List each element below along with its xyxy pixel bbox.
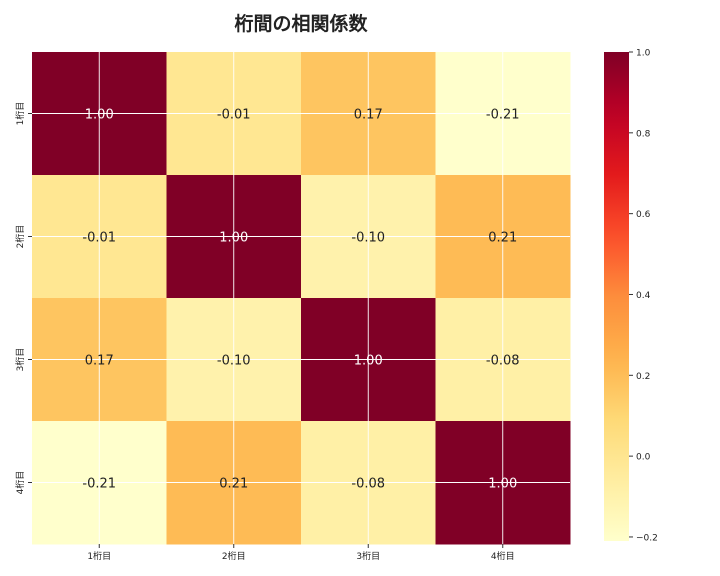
cell-annotation: 0.21: [488, 231, 517, 246]
cell-annotation: 0.17: [85, 354, 114, 369]
cell-annotation: 0.17: [354, 108, 383, 123]
cell-annotation: -0.10: [217, 354, 251, 369]
colorbar-tick-label: 0.4: [636, 291, 651, 301]
cell-annotation: -0.08: [486, 354, 520, 369]
colorbar: [604, 52, 629, 541]
colorbar-tick-label: 0.2: [636, 372, 650, 382]
cell-annotation: -0.08: [351, 477, 385, 492]
colorbar-tick-label: 0.6: [636, 210, 651, 220]
cell-annotation: 1.00: [354, 354, 383, 369]
cell-annotation: -0.21: [486, 108, 520, 123]
x-tick-label: 1桁目: [87, 550, 111, 562]
y-tick-label: 3桁目: [14, 348, 26, 372]
colorbar-tick-label: 1.0: [636, 49, 651, 59]
y-tick-label: 1桁目: [14, 102, 26, 126]
cell-annotation: 0.21: [219, 477, 248, 492]
x-tick-label: 4桁目: [491, 550, 515, 562]
x-tick-label: 2桁目: [222, 550, 246, 562]
x-tick-label: 3桁目: [356, 550, 380, 562]
cell-annotation: 1.00: [488, 477, 517, 492]
cell-annotation: -0.01: [82, 231, 116, 246]
colorbar-tick-label: 0.0: [636, 453, 651, 463]
y-tick-label: 2桁目: [14, 225, 26, 249]
cell-annotation: 1.00: [219, 231, 248, 246]
chart-title: 桁間の相関係数: [234, 12, 368, 35]
colorbar-tick-label: 0.8: [636, 129, 651, 139]
y-tick-label: 4桁目: [14, 471, 26, 495]
cell-annotation: -0.21: [82, 477, 116, 492]
cell-annotation: -0.10: [351, 231, 385, 246]
cell-annotation: -0.01: [217, 108, 251, 123]
cell-annotation: 1.00: [85, 108, 114, 123]
colorbar-tick-label: −0.2: [636, 533, 658, 543]
